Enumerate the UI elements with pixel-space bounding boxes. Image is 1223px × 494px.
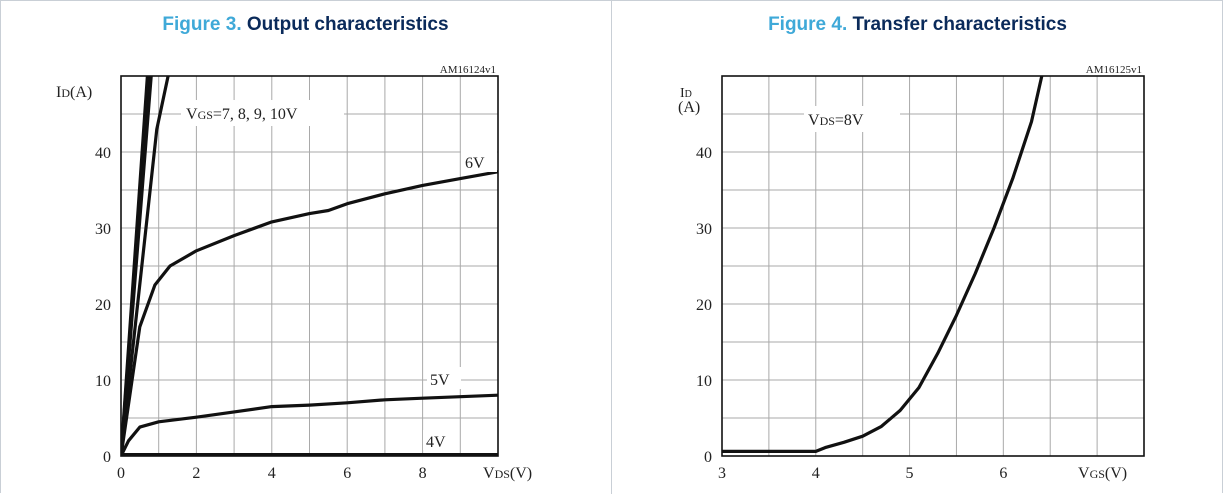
x-tick-label: 0 [117,465,125,482]
figure-code-label: AM16125v1 [1086,64,1142,76]
y-axis-unit: (A) [678,99,700,116]
curve-label-6v: 6V [465,155,485,172]
curve-label-4v: 4V [426,434,446,451]
y-tick-label: 20 [95,297,111,314]
x-tick-label: 4 [268,465,276,482]
legend-label-vgs: VGS=7, 8, 9, 10V [186,106,298,123]
series-line-vds-8v [722,76,1042,451]
y-tick-label: 30 [95,221,111,238]
y-tick-label: 0 [704,449,712,466]
legend-label-vds: VDS=8V [808,112,864,129]
figure-code-label: AM16124v1 [440,64,496,76]
y-axis-label: ID(A) [56,84,92,101]
x-tick-label: 5 [906,465,914,482]
y-tick-label: 10 [696,373,712,390]
y-tick-label: 40 [95,145,111,162]
curve-label-5v: 5V [430,372,450,389]
series-group [722,76,1042,451]
output-characteristics-chart: 0 2 4 6 8 0 10 20 30 40 ID(A) VDS(V) AM16124v1 VGS=7,… [0,0,611,494]
x-tick-label: 2 [192,465,200,482]
y-tick-label: 0 [103,449,111,466]
y-tick-label: 30 [696,221,712,238]
x-tick-label: 3 [718,465,726,482]
x-axis-label: VDS(V) [483,465,532,482]
x-tick-label: 6 [343,465,351,482]
x-axis-label: VGS(V) [1078,465,1127,482]
y-tick-label: 40 [696,145,712,162]
x-tick-label: 4 [812,465,820,482]
y-tick-label: 10 [95,373,111,390]
y-tick-label: 20 [696,297,712,314]
x-tick-label: 6 [999,465,1007,482]
x-tick-label: 8 [419,465,427,482]
